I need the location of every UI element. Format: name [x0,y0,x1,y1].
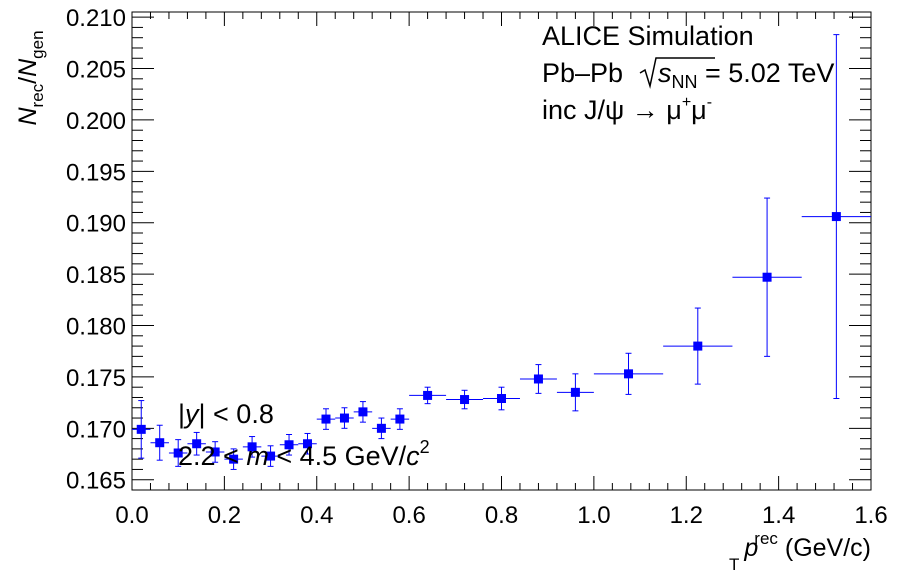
data-point [229,454,239,464]
data-point [173,448,183,458]
svg-text:Pb–Pb: Pb–Pb [542,58,623,88]
axes: 0.0 0.2 0.4 0.6 0.8 1.0 1.2 1.4 1.6 0.165 0.170 0.1… [66,5,888,529]
data-point [395,414,405,424]
annotation-collision-system: Pb–Pb sNN = 5.02 TeV [542,57,834,92]
data-point [762,272,772,282]
data-point [570,387,580,397]
data-point [266,451,276,461]
annotation-mass-cut: 2.2 < m < 4.5 GeV/c2 [178,437,430,471]
data-point [247,442,257,452]
x-tick-label: 1.4 [762,502,795,529]
data-point [303,439,313,449]
y-tick-label: 0.185 [66,262,126,289]
x-tick-label: 1.6 [854,502,887,529]
annotation-decay-channel: inc J/ψ → μ+μ- [542,94,712,125]
y-tick-label: 0.190 [66,211,126,238]
y-axis-title: Nrec/Ngen [14,30,47,125]
x-axis-title-subscript: T [729,555,739,574]
data-point [624,369,634,379]
data-point [497,394,506,404]
x-tick-label: 1.2 [670,502,703,529]
y-tick-label: 0.175 [66,365,126,392]
x-axis-title: prec (GeV/c) [743,529,871,562]
x-tick-label: 0.8 [485,502,518,529]
y-tick-label: 0.210 [66,5,126,32]
data-point [533,374,543,384]
y-tick-label: 0.180 [66,314,126,341]
x-tick-label: 0.2 [208,502,241,529]
annotation-rapidity-cut: |y| < 0.8 [178,399,274,429]
data-point [210,447,220,457]
y-tick-label: 0.195 [66,159,126,186]
data-point [423,390,433,400]
y-tick-label: 0.205 [66,57,126,84]
data-markers [136,212,841,464]
annotation-alice-simulation: ALICE Simulation [542,21,754,51]
sqrt-sign [639,57,715,89]
x-tick-label: 0.4 [300,502,333,529]
data-point [339,413,349,423]
data-point [693,341,703,351]
svg-text:sNN = 5.02 TeV: sNN = 5.02 TeV [658,58,834,92]
y-tick-label: 0.165 [66,468,126,495]
x-tick-label: 1.0 [577,502,610,529]
x-tick-label: 0.6 [392,502,425,529]
x-tick-label: 0.0 [115,502,148,529]
data-point [358,407,368,417]
data-point [155,438,165,448]
data-point [321,414,331,424]
data-point [284,440,294,450]
data-point [192,439,202,449]
y-tick-label: 0.200 [66,108,126,135]
data-point [831,212,841,222]
data-point [460,395,470,405]
data-point [376,423,386,433]
y-tick-label: 0.170 [66,416,126,443]
data-point [136,424,146,434]
